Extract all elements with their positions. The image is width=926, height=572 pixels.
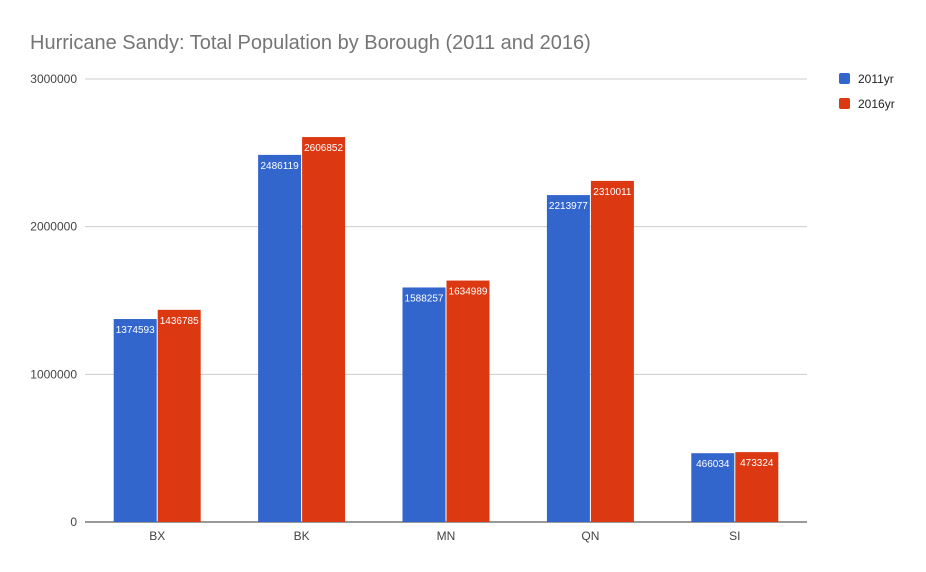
data-label: 2310011 [593,187,632,198]
bar-mn-2016yr [446,280,490,522]
bar-qn-2011yr [546,195,590,522]
data-label: 2606852 [304,143,343,154]
legend-label: 2011yr [858,72,894,86]
x-tick-label: SI [729,529,740,543]
data-label: 1374593 [116,325,155,336]
y-axis: 0 1000000 2000000 3000000 [30,72,77,529]
data-labels: 1374593 1436785 2486119 2606852 1588257 16349… [116,143,774,470]
bar-qn-2016yr [590,180,634,523]
data-label: 466034 [696,459,730,470]
y-tick-label: 3000000 [30,72,77,86]
x-tick-label: BX [149,529,165,543]
legend: 2011yr 2016yr [839,72,895,111]
data-label: 2486119 [260,161,299,172]
chart-title: Hurricane Sandy: Total Population by Bor… [30,32,591,54]
x-tick-label: BK [294,529,310,543]
data-label: 1436785 [160,316,199,327]
data-label: 1588257 [405,293,444,304]
bar-bx-2011yr [113,319,157,522]
x-tick-label: QN [581,529,599,543]
bar-bk-2011yr [258,154,302,522]
grid-lines [85,78,807,523]
bar-si-2011yr [691,453,735,522]
bar-bk-2016yr [302,137,346,522]
y-tick-label: 2000000 [30,220,77,234]
data-label: 473324 [740,458,774,469]
y-tick-label: 1000000 [30,367,77,381]
legend-swatch [839,98,850,109]
bar-mn-2011yr [402,287,446,522]
x-tick-label: MN [437,529,456,543]
x-axis: BX BK MN QN SI [149,529,740,543]
data-label: 2213977 [549,201,588,212]
y-tick-label: 0 [70,515,77,529]
data-label: 1634989 [449,287,488,298]
bar-bx-2016yr [157,309,201,522]
legend-swatch [839,73,850,84]
bars [113,137,779,523]
legend-label: 2016yr [858,97,895,111]
bar-si-2016yr [735,452,779,522]
